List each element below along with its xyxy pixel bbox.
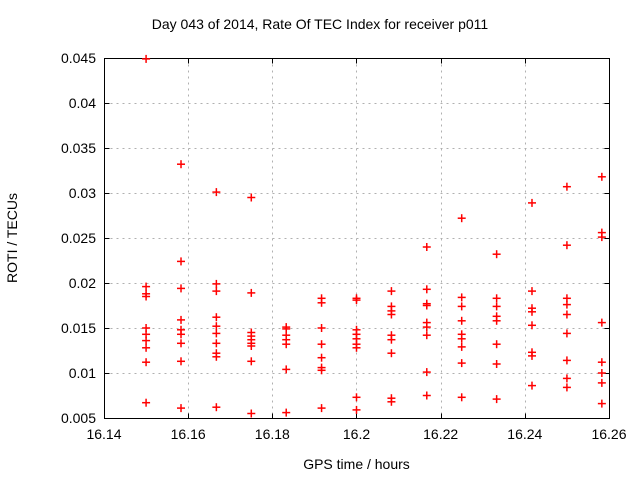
x-tick-label: 16.26 — [591, 425, 627, 442]
y-tick-label: 0.005 — [60, 410, 96, 426]
y-tick-label: 0.015 — [60, 320, 96, 336]
y-tick-label: 0.03 — [68, 185, 96, 201]
y-tick-label: 0.01 — [68, 365, 96, 381]
y-tick-label: 0.025 — [60, 230, 96, 246]
x-tick-label: 16.18 — [254, 425, 290, 442]
x-tick-label: 16.24 — [507, 425, 543, 442]
x-tick-label: 16.2 — [342, 425, 371, 442]
y-tick-label: 0.035 — [60, 140, 96, 156]
x-tick-label: 16.16 — [170, 425, 206, 442]
y-tick-label: 0.045 — [60, 50, 96, 66]
x-tick-label: 16.22 — [423, 425, 459, 442]
y-tick-label: 0.02 — [68, 275, 96, 291]
y-tick-label: 0.04 — [68, 95, 96, 111]
chart-title: Day 043 of 2014, Rate Of TEC Index for r… — [151, 16, 489, 32]
x-axis-label: GPS time / hours — [303, 456, 410, 472]
x-tick-label: 16.14 — [86, 425, 122, 442]
